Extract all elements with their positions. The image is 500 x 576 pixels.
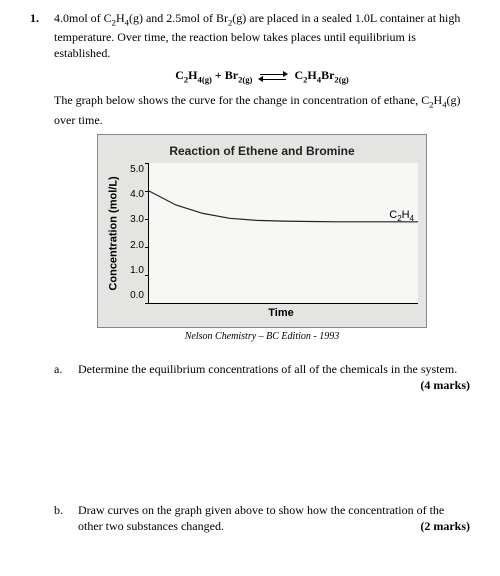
equation-lhs: C2H4(g) + Br2(g) xyxy=(175,68,252,82)
chart-svg xyxy=(149,163,418,303)
subpart-b-letter: b. xyxy=(54,502,68,534)
page: 1. 4.0mol of C2H4(g) and 2.5mol of Br2(g… xyxy=(0,0,500,554)
x-axis-label: Time xyxy=(106,306,418,321)
equation-rhs: C2H4Br2(g) xyxy=(294,68,348,82)
plot-area: C2H4 xyxy=(148,163,418,304)
equation: C2H4(g) + Br2(g) C2H4Br2(g) xyxy=(54,67,470,86)
answer-space-a xyxy=(54,394,470,484)
question-intro: 4.0mol of C2H4(g) and 2.5mol of Br2(g) a… xyxy=(54,10,470,61)
y-tick-label: 5.0 xyxy=(130,163,144,177)
subpart-b-body: Draw curves on the graph given above to … xyxy=(78,502,470,534)
subpart-a-text: Determine the equilibrium concentrations… xyxy=(78,362,457,376)
subpart-a-body: Determine the equilibrium concentrations… xyxy=(78,361,470,393)
y-axis-label: Concentration (mol/L) xyxy=(107,176,122,290)
chart-caption: Nelson Chemistry – BC Edition - 1993 xyxy=(54,330,470,344)
chart-body: Concentration (mol/L) 5.0 4.0 3.0 2.0 1.0 0.0… xyxy=(106,163,418,304)
subpart-b-marks: (2 marks) xyxy=(420,518,470,534)
question-row: 1. 4.0mol of C2H4(g) and 2.5mol of Br2(g… xyxy=(30,10,470,534)
question-number: 1. xyxy=(30,10,44,534)
chart-panel: Reaction of Ethene and Bromine Concentra… xyxy=(97,134,427,328)
equilibrium-arrows-icon xyxy=(258,72,288,82)
chart-title: Reaction of Ethene and Bromine xyxy=(106,143,418,159)
question-body: 4.0mol of C2H4(g) and 2.5mol of Br2(g) a… xyxy=(54,10,470,534)
subpart-b: b. Draw curves on the graph given above … xyxy=(54,502,470,534)
subpart-a-letter: a. xyxy=(54,361,68,393)
y-axis-ticks: 5.0 4.0 3.0 2.0 1.0 0.0 xyxy=(122,163,148,303)
y-tick-label: 3.0 xyxy=(130,213,144,227)
subpart-b-text: Draw curves on the graph given above to … xyxy=(78,503,444,533)
series-label: C2H4 xyxy=(389,208,414,225)
subpart-a-marks: (4 marks) xyxy=(420,377,470,393)
y-tick-label: 1.0 xyxy=(130,264,144,278)
y-tick-label: 0.0 xyxy=(130,289,144,303)
y-tick-label: 4.0 xyxy=(130,188,144,202)
y-axis-label-col: Concentration (mol/L) xyxy=(106,163,122,304)
graph-intro: The graph below shows the curve for the … xyxy=(54,92,470,127)
y-tick-label: 2.0 xyxy=(130,239,144,253)
subpart-a: a. Determine the equilibrium concentrati… xyxy=(54,361,470,393)
